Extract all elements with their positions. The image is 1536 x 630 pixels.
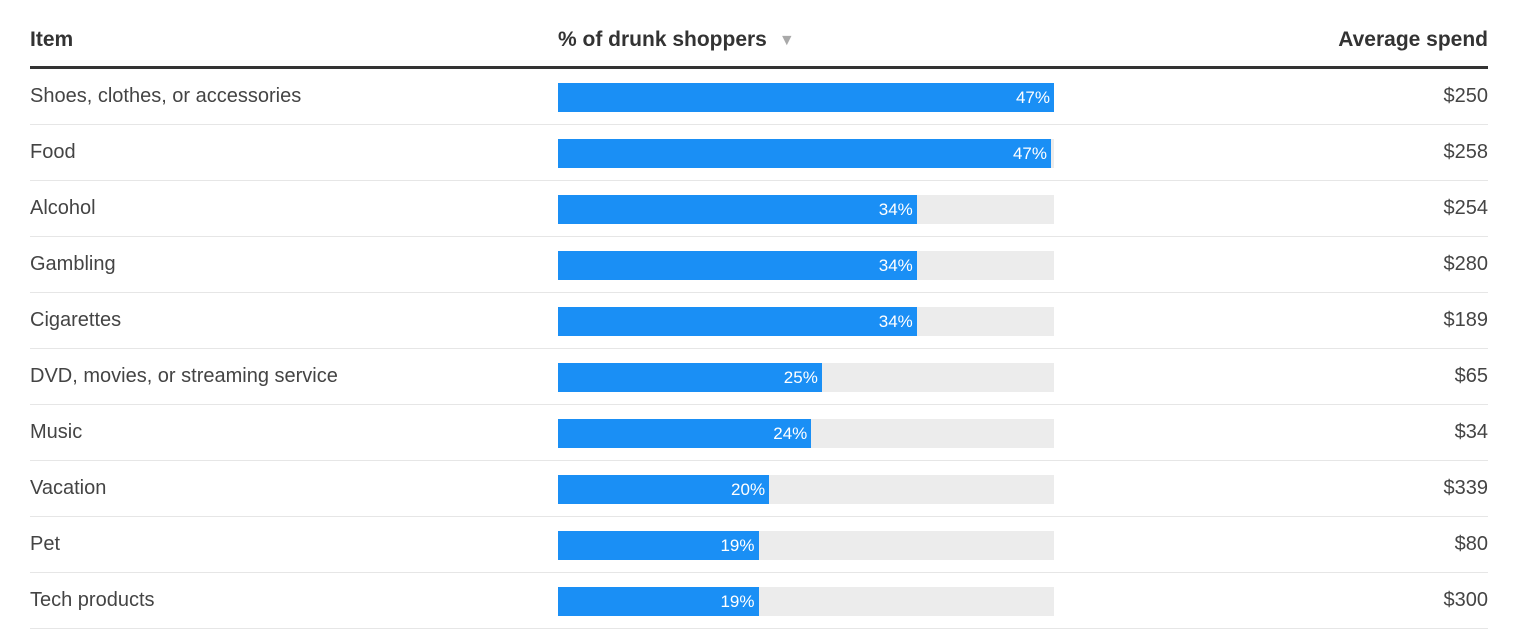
item-label: Gambling [30, 253, 116, 275]
column-header-item[interactable]: Item [30, 28, 74, 51]
bar-value-label: 25% [783, 368, 818, 387]
bar-track: 24% [558, 419, 1054, 448]
average-spend-value: $189 [1443, 309, 1489, 331]
bar-track: 47% [558, 139, 1054, 168]
bar: 20% [558, 475, 770, 504]
bar-value-label: 34% [878, 312, 913, 331]
table-header: Item % of drunk shoppers ▼ Average spend [30, 0, 1488, 69]
table-row: Shoes, clothes, or accessories 47% $250 [30, 69, 1488, 125]
item-label: Music [30, 421, 83, 443]
bar-track: 19% [558, 531, 1054, 560]
bar-value-label: 47% [1015, 88, 1050, 107]
item-label: Alcohol [30, 197, 96, 219]
bar: 34% [558, 195, 917, 224]
table-body: Shoes, clothes, or accessories 47% $250 Foo… [30, 69, 1488, 629]
item-label: Shoes, clothes, or accessories [30, 85, 302, 107]
table-row: Alcohol 34% $254 [30, 181, 1488, 237]
average-spend-value: $300 [1443, 589, 1489, 611]
item-label: Cigarettes [30, 309, 122, 331]
bar: 47% [558, 83, 1054, 112]
bar-track: 20% [558, 475, 1054, 504]
bar-value-label: 34% [878, 200, 913, 219]
bar-track: 47% [558, 83, 1054, 112]
average-spend-value: $250 [1443, 85, 1489, 107]
item-label: Pet [30, 533, 61, 555]
average-spend-value: $34 [1454, 421, 1488, 443]
bar: 24% [558, 419, 812, 448]
table-row: Food 47% $258 [30, 125, 1488, 181]
bar-track: 34% [558, 195, 1054, 224]
item-label: Food [30, 141, 76, 163]
bar: 25% [558, 363, 822, 392]
column-header-percent[interactable]: % of drunk shoppers ▼ [558, 28, 795, 52]
table-row: Tech products 19% $300 [30, 573, 1488, 629]
item-label: DVD, movies, or streaming service [30, 365, 338, 387]
bar-value-label: 47% [1012, 144, 1047, 163]
bar-value-label: 24% [773, 424, 808, 443]
table-row: Music 24% $34 [30, 405, 1488, 461]
sort-down-icon[interactable]: ▼ [778, 32, 795, 49]
column-header-average-spend[interactable]: Average spend [1338, 28, 1488, 51]
bar-value-label: 34% [878, 256, 913, 275]
item-label: Tech products [30, 589, 155, 611]
table-row: Vacation 20% $339 [30, 461, 1488, 517]
average-spend-value: $65 [1454, 365, 1488, 387]
bar-value-label: 19% [720, 536, 755, 555]
bar: 34% [558, 307, 917, 336]
table-row: DVD, movies, or streaming service 25% $65 [30, 349, 1488, 405]
bar: 47% [558, 139, 1051, 168]
bar-track: 19% [558, 587, 1054, 616]
bar-value-label: 20% [731, 480, 766, 499]
average-spend-value: $339 [1443, 477, 1489, 499]
drunk-shopping-table: Item % of drunk shoppers ▼ Average spend … [30, 0, 1488, 629]
item-label: Vacation [30, 477, 107, 499]
average-spend-value: $80 [1454, 533, 1488, 555]
average-spend-value: $254 [1443, 197, 1489, 219]
average-spend-value: $280 [1443, 253, 1489, 275]
table-row: Pet 19% $80 [30, 517, 1488, 573]
bar-value-label: 19% [720, 592, 755, 611]
bar-track: 34% [558, 307, 1054, 336]
average-spend-value: $258 [1443, 141, 1489, 163]
column-header-percent-label: % of drunk shoppers [558, 28, 767, 51]
bar: 19% [558, 531, 759, 560]
table-row: Gambling 34% $280 [30, 237, 1488, 293]
bar-track: 34% [558, 251, 1054, 280]
bar: 34% [558, 251, 917, 280]
bar: 19% [558, 587, 759, 616]
table-row: Cigarettes 34% $189 [30, 293, 1488, 349]
bar-track: 25% [558, 363, 1054, 392]
